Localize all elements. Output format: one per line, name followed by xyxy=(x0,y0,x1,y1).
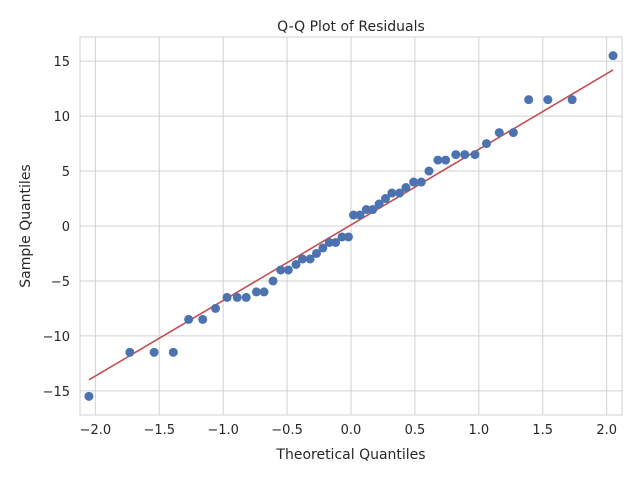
reference-line xyxy=(88,69,614,381)
data-point xyxy=(374,199,384,209)
data-point xyxy=(198,314,208,324)
data-point xyxy=(297,254,307,264)
data-point xyxy=(276,265,286,275)
y-tick-label: 15 xyxy=(53,55,70,70)
data-point xyxy=(409,177,419,187)
data-point xyxy=(324,237,334,247)
data-point xyxy=(259,287,269,297)
data-point xyxy=(318,243,328,253)
y-tick-labels: 15 10 5 0 −5 −10 −15 xyxy=(43,55,70,400)
data-point xyxy=(433,155,443,165)
x-tick-label: −2.0 xyxy=(80,423,112,438)
data-point xyxy=(543,95,553,105)
data-point xyxy=(84,391,94,401)
data-point xyxy=(401,183,411,193)
data-point xyxy=(368,205,378,215)
data-point xyxy=(125,347,135,357)
x-tick-label: −1.5 xyxy=(143,423,175,438)
x-tick-label: −1.0 xyxy=(207,423,239,438)
y-tick-label: 0 xyxy=(62,220,70,235)
data-point xyxy=(291,259,301,269)
x-tick-label: 0.5 xyxy=(405,423,426,438)
data-point xyxy=(482,139,491,149)
x-tick-label: −0.5 xyxy=(271,423,303,438)
data-point xyxy=(387,188,397,198)
x-axis-label: Theoretical Quantiles xyxy=(275,447,425,463)
data-points xyxy=(84,51,618,401)
x-tick-label: 1.5 xyxy=(532,423,553,438)
grid-lines xyxy=(80,37,622,415)
data-point xyxy=(331,237,341,247)
chart-title: Q-Q Plot of Residuals xyxy=(277,19,425,35)
data-point xyxy=(241,292,251,302)
x-tick-label: 0.0 xyxy=(341,423,362,438)
data-point xyxy=(494,128,504,138)
data-point xyxy=(567,95,577,105)
y-axis-label: Sample Quantiles xyxy=(18,164,34,287)
data-point xyxy=(470,150,480,160)
data-point xyxy=(311,248,321,258)
data-point xyxy=(381,194,391,204)
data-point xyxy=(305,254,315,264)
data-point xyxy=(184,314,194,324)
data-point xyxy=(283,265,293,275)
data-point xyxy=(608,51,618,61)
reference-line-group xyxy=(88,69,614,381)
data-point xyxy=(343,232,353,242)
data-point xyxy=(168,347,178,357)
data-point xyxy=(355,210,365,220)
data-point xyxy=(232,292,242,302)
data-point xyxy=(211,303,220,313)
y-tick-label: −5 xyxy=(51,275,70,290)
x-tick-labels: −2.0 −1.5 −1.0 −0.5 0.0 0.5 1.0 1.5 2.0 xyxy=(80,423,617,438)
y-tick-label: −15 xyxy=(43,385,70,400)
data-point xyxy=(361,205,371,215)
data-point xyxy=(222,292,232,302)
data-point xyxy=(416,177,426,187)
data-point xyxy=(251,287,261,297)
data-point xyxy=(508,128,518,138)
data-point xyxy=(524,95,534,105)
data-point xyxy=(349,210,359,220)
x-tick-label: 2.0 xyxy=(596,423,617,438)
data-point xyxy=(451,150,461,160)
y-tick-label: 5 xyxy=(62,165,70,180)
y-tick-label: 10 xyxy=(53,110,70,125)
data-point xyxy=(337,232,347,242)
x-tick-label: 1.0 xyxy=(468,423,489,438)
data-point xyxy=(149,347,159,357)
data-point xyxy=(424,166,434,176)
y-tick-label: −10 xyxy=(43,330,70,345)
data-point xyxy=(441,155,451,165)
data-point xyxy=(268,276,278,286)
data-point xyxy=(460,150,470,160)
data-point xyxy=(395,188,405,198)
